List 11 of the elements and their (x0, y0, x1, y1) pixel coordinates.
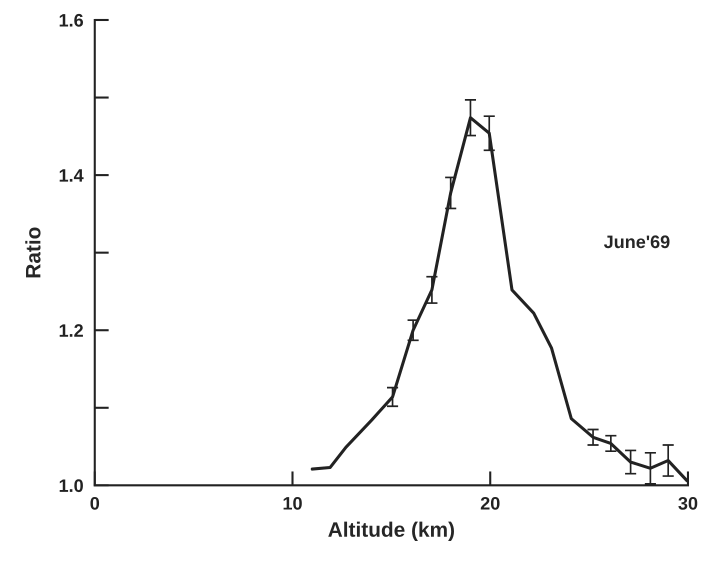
x-tick-label: 20 (480, 496, 500, 510)
x-tick-label: 0 (90, 496, 100, 510)
x-tick-label: 30 (678, 496, 698, 510)
y-tick-label: 1.0 (60, 479, 83, 492)
y-tick-label: 1.2 (60, 324, 83, 337)
y-tick-label: 1.4 (60, 169, 84, 182)
x-tick-label: 10 (284, 496, 302, 510)
y-axis-title: Ratio (25, 227, 41, 278)
y-tick-label: 1.6 (60, 14, 84, 27)
annotation: June'69 (604, 235, 670, 248)
x-axis-title: Altitude (km) (328, 522, 454, 542)
